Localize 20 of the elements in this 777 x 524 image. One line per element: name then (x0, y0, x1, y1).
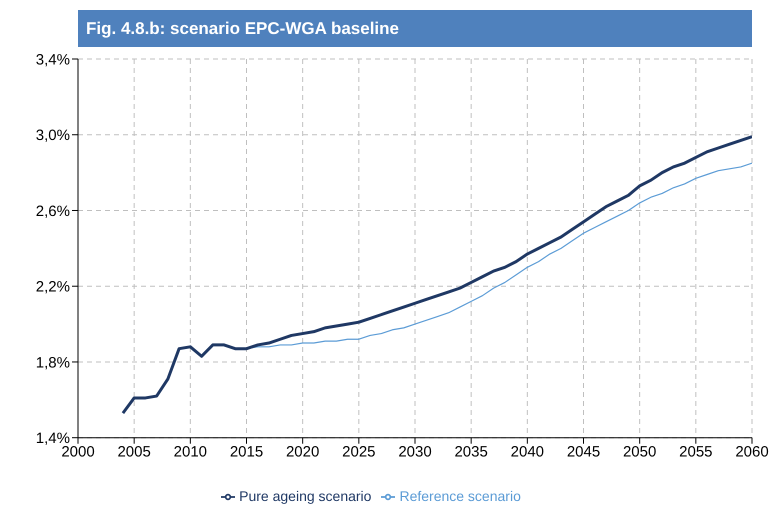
legend-label: Reference scenario (399, 488, 521, 504)
chart-title: Fig. 4.8.b: scenario EPC-WGA baseline (78, 10, 752, 47)
x-tick-label: 2015 (230, 443, 264, 460)
x-tick-label: 2050 (622, 443, 656, 460)
x-tick-label: 2010 (174, 443, 208, 460)
x-tick-label: 2055 (679, 443, 713, 460)
x-tick-label: 2005 (117, 443, 151, 460)
legend-label: Pure ageing scenario (239, 488, 372, 504)
y-tick-label: 1,8% (36, 354, 70, 372)
x-tick-label: 2030 (398, 443, 432, 460)
x-tick-label: 2060 (735, 443, 769, 460)
x-tick-label: 2040 (510, 443, 544, 460)
x-tick-label: 2025 (342, 443, 376, 460)
x-tick-label: 2035 (454, 443, 488, 460)
y-tick-label: 3,0% (36, 127, 70, 144)
y-tick-label: 2,2% (36, 278, 70, 296)
x-tick-label: 2020 (286, 443, 320, 460)
y-tick-label: 3,4% (36, 51, 70, 68)
y-tick-label: 2,6% (36, 202, 70, 220)
x-tick-label: 2045 (566, 443, 600, 460)
